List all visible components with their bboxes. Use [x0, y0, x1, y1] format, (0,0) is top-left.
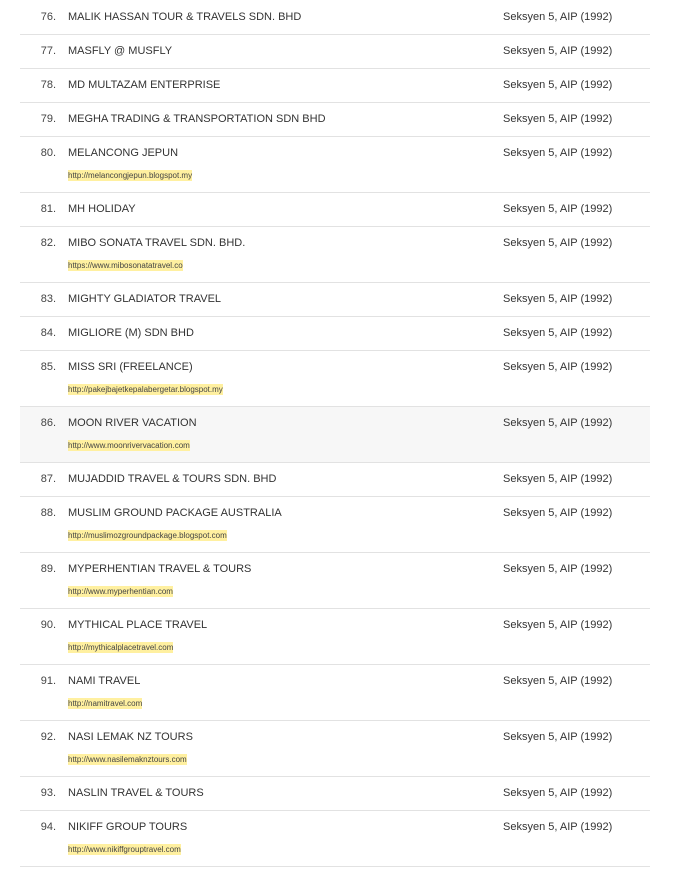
- agency-website-link[interactable]: http://www.nikiffgrouptravel.com: [68, 844, 181, 855]
- list-item: 89. MYPERHENTIAN TRAVEL & TOURS Seksyen …: [20, 553, 650, 609]
- item-number: 82.: [40, 237, 56, 249]
- item-number: 93.: [40, 787, 56, 799]
- agency-location: Seksyen 5, AIP (1992): [503, 327, 613, 339]
- agency-location: Seksyen 5, AIP (1992): [503, 361, 613, 373]
- agency-location: Seksyen 5, AIP (1992): [503, 147, 613, 159]
- agency-name: MISS SRI (FREELANCE): [68, 361, 193, 373]
- agency-location: Seksyen 5, AIP (1992): [503, 731, 613, 743]
- agency-location: Seksyen 5, AIP (1992): [503, 619, 613, 631]
- item-number: 85.: [40, 361, 56, 373]
- item-number: 83.: [40, 293, 56, 305]
- list-item: 86. MOON RIVER VACATION Seksyen 5, AIP (…: [20, 407, 650, 463]
- agency-website-link[interactable]: http://www.myperhentian.com: [68, 586, 173, 597]
- agency-location: Seksyen 5, AIP (1992): [503, 821, 613, 833]
- agency-name: MOON RIVER VACATION: [68, 417, 197, 429]
- agency-name: MH HOLIDAY: [68, 203, 136, 215]
- list-item: 77. MASFLY @ MUSFLY Seksyen 5, AIP (1992…: [20, 35, 650, 69]
- agency-location: Seksyen 5, AIP (1992): [503, 203, 613, 215]
- agency-list: 76. MALIK HASSAN TOUR & TRAVELS SDN. BHD…: [20, 1, 650, 867]
- agency-location: Seksyen 5, AIP (1992): [503, 675, 613, 687]
- item-number: 89.: [40, 563, 56, 575]
- agency-name: MUJADDID TRAVEL & TOURS SDN. BHD: [68, 473, 277, 485]
- agency-name: MYPERHENTIAN TRAVEL & TOURS: [68, 563, 252, 575]
- agency-name: MIGHTY GLADIATOR TRAVEL: [68, 293, 222, 305]
- list-item: 91. NAMI TRAVEL Seksyen 5, AIP (1992) htt…: [20, 665, 650, 721]
- item-number: 81.: [40, 203, 56, 215]
- item-number: 78.: [40, 79, 56, 91]
- item-number: 79.: [40, 113, 56, 125]
- item-number: 91.: [40, 675, 56, 687]
- list-item: 85. MISS SRI (FREELANCE) Seksyen 5, AIP …: [20, 351, 650, 407]
- agency-location: Seksyen 5, AIP (1992): [503, 79, 613, 91]
- agency-name: MELANCONG JEPUN: [68, 147, 179, 159]
- item-number: 86.: [40, 417, 56, 429]
- agency-website-link[interactable]: http://melancongjepun.blogspot.my: [68, 170, 193, 181]
- list-item: 78. MD MULTAZAM ENTERPRISE Seksyen 5, AI…: [20, 69, 650, 103]
- agency-name: MYTHICAL PLACE TRAVEL: [68, 619, 208, 631]
- agency-location: Seksyen 5, AIP (1992): [503, 237, 613, 249]
- agency-location: Seksyen 5, AIP (1992): [503, 11, 613, 23]
- agency-name: MALIK HASSAN TOUR & TRAVELS SDN. BHD: [68, 11, 302, 23]
- list-item: 87. MUJADDID TRAVEL & TOURS SDN. BHD Sek…: [20, 463, 650, 497]
- item-number: 87.: [40, 473, 56, 485]
- agency-name: NASLIN TRAVEL & TOURS: [68, 787, 204, 799]
- agency-location: Seksyen 5, AIP (1992): [503, 507, 613, 519]
- item-number: 94.: [40, 821, 56, 833]
- agency-website-link[interactable]: http://muslimozgroundpackage.blogspot.co…: [68, 530, 227, 541]
- item-number: 76.: [40, 11, 56, 23]
- list-item: 90. MYTHICAL PLACE TRAVEL Seksyen 5, AIP…: [20, 609, 650, 665]
- agency-name: MIGLIORE (M) SDN BHD: [68, 327, 194, 339]
- list-item: 80. MELANCONG JEPUN Seksyen 5, AIP (1992…: [20, 137, 650, 193]
- agency-location: Seksyen 5, AIP (1992): [503, 417, 613, 429]
- agency-location: Seksyen 5, AIP (1992): [503, 293, 613, 305]
- item-number: 88.: [40, 507, 56, 519]
- item-number: 77.: [40, 45, 56, 57]
- agency-website-link[interactable]: http://pakejbajetkepalabergetar.blogspot…: [68, 384, 223, 395]
- list-item: 82. MIBO SONATA TRAVEL SDN. BHD. Seksyen…: [20, 227, 650, 283]
- agency-name: MUSLIM GROUND PACKAGE AUSTRALIA: [68, 507, 282, 519]
- list-item: 84. MIGLIORE (M) SDN BHD Seksyen 5, AIP …: [20, 317, 650, 351]
- list-item: 76. MALIK HASSAN TOUR & TRAVELS SDN. BHD…: [20, 1, 650, 35]
- list-item: 93. NASLIN TRAVEL & TOURS Seksyen 5, AIP…: [20, 777, 650, 811]
- item-number: 90.: [40, 619, 56, 631]
- agency-website-link[interactable]: http://www.nasilemaknztours.com: [68, 754, 187, 765]
- item-number: 84.: [40, 327, 56, 339]
- list-item: 88. MUSLIM GROUND PACKAGE AUSTRALIA Seks…: [20, 497, 650, 553]
- agency-name: MD MULTAZAM ENTERPRISE: [68, 79, 221, 91]
- list-item: 92. NASI LEMAK NZ TOURS Seksyen 5, AIP (…: [20, 721, 650, 777]
- list-item: 94. NIKIFF GROUP TOURS Seksyen 5, AIP (1…: [20, 811, 650, 867]
- agency-name: NIKIFF GROUP TOURS: [68, 821, 188, 833]
- item-number: 80.: [40, 147, 56, 159]
- list-item: 83. MIGHTY GLADIATOR TRAVEL Seksyen 5, A…: [20, 283, 650, 317]
- agency-website-link[interactable]: http://mythicalplacetravel.com: [68, 642, 174, 653]
- agency-name: MEGHA TRADING & TRANSPORTATION SDN BHD: [68, 113, 326, 125]
- agency-name: MIBO SONATA TRAVEL SDN. BHD.: [68, 237, 246, 249]
- agency-name: NASI LEMAK NZ TOURS: [68, 731, 193, 743]
- agency-name: MASFLY @ MUSFLY: [68, 45, 173, 57]
- agency-location: Seksyen 5, AIP (1992): [503, 473, 613, 485]
- agency-website-link[interactable]: http://www.moonrivervacation.com: [68, 440, 190, 451]
- agency-website-link[interactable]: https://www.mibosonatatravel.co: [68, 260, 183, 271]
- agency-website-link[interactable]: http://namitravel.com: [68, 698, 143, 709]
- list-item: 79. MEGHA TRADING & TRANSPORTATION SDN B…: [20, 103, 650, 137]
- agency-location: Seksyen 5, AIP (1992): [503, 45, 613, 57]
- agency-name: NAMI TRAVEL: [68, 675, 141, 687]
- item-number: 92.: [40, 731, 56, 743]
- agency-location: Seksyen 5, AIP (1992): [503, 563, 613, 575]
- agency-location: Seksyen 5, AIP (1992): [503, 787, 613, 799]
- list-item: 81. MH HOLIDAY Seksyen 5, AIP (1992): [20, 193, 650, 227]
- agency-location: Seksyen 5, AIP (1992): [503, 113, 613, 125]
